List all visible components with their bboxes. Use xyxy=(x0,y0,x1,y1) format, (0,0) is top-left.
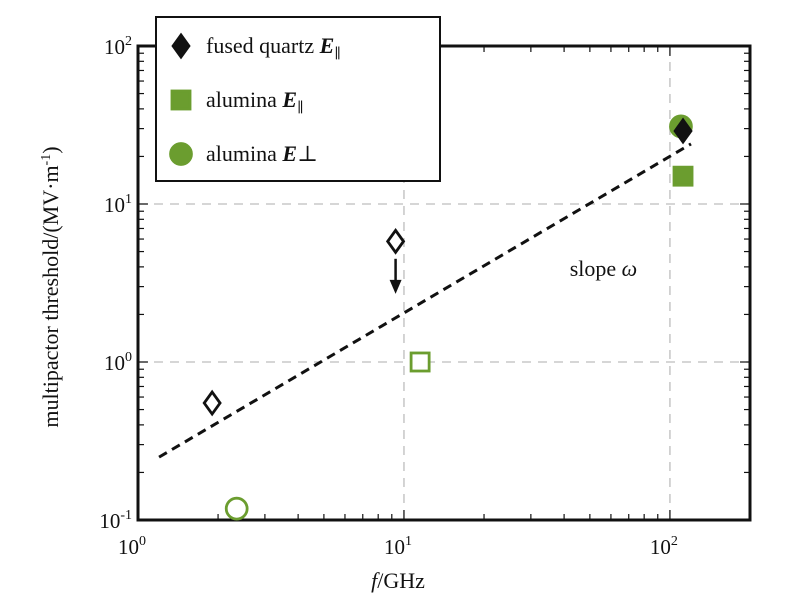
fit-line-group xyxy=(158,142,692,459)
legend-symbol-alumina-perp: E xyxy=(281,141,297,166)
arrow-group xyxy=(389,258,402,294)
legend-entry-alumina-par: alumina E∥ xyxy=(206,87,304,116)
legend-marker-diamond xyxy=(171,32,191,60)
y-tick-label-base: 10 xyxy=(104,351,125,375)
legend-symbol-alumina-par: E xyxy=(281,87,297,112)
legend-entry-quartz: fused quartz E∥ xyxy=(206,33,341,62)
legend: fused quartz E∥ alumina E∥ alumina E⊥ xyxy=(155,16,441,182)
legend-label-alumina-par: alumina xyxy=(206,87,277,112)
x-tick-label-base: 10 xyxy=(650,535,671,559)
legend-marker-circle xyxy=(169,142,193,166)
legend-sub-alumina-par: ∥ xyxy=(297,100,303,116)
legend-box xyxy=(155,16,441,182)
x-tick-label: 101 xyxy=(384,534,412,559)
y-tick-label: 102 xyxy=(104,34,132,59)
x-tick-label-exp: 1 xyxy=(405,534,412,549)
grid-lines xyxy=(138,46,750,520)
x-axis-label: f/GHz xyxy=(371,568,425,593)
y-tick-label: 101 xyxy=(104,192,132,217)
data-point-square xyxy=(672,165,694,187)
legend-marker-square xyxy=(170,89,192,111)
arrow-head xyxy=(389,279,402,294)
slope-annotation-text: slope xyxy=(570,256,622,281)
x-tick-label-base: 10 xyxy=(384,535,405,559)
legend-sub-quartz: ∥ xyxy=(334,46,340,62)
data-points xyxy=(202,114,694,521)
y-tick-label: 10-1 xyxy=(99,508,132,533)
data-point-diamond xyxy=(385,227,406,255)
x-tick-label-exp: 0 xyxy=(139,534,146,549)
x-tick-label-exp: 2 xyxy=(671,534,678,549)
x-tick-label: 102 xyxy=(650,534,678,559)
y-axis-label-tail: ) xyxy=(38,146,63,153)
y-tick-label-base: 10 xyxy=(104,193,125,217)
y-tick-label-exp: 2 xyxy=(125,34,132,49)
y-axis-label-sup: -1 xyxy=(39,154,54,166)
legend-markers xyxy=(169,32,193,166)
legend-label-quartz: fused quartz xyxy=(206,33,314,58)
plot-frame xyxy=(136,44,752,522)
legend-entry-alumina-perp: alumina E⊥ xyxy=(206,141,318,166)
slope-annotation: slope ω xyxy=(570,256,638,281)
x-tick-label: 100 xyxy=(118,534,146,559)
y-axis-label: multipactor threshold/(MV·m-1) xyxy=(38,146,63,427)
x-axis-label-italic: f xyxy=(371,568,380,593)
legend-label-alumina-perp: alumina xyxy=(206,141,277,166)
data-point-diamond xyxy=(673,117,693,145)
x-tick-label-base: 10 xyxy=(118,535,139,559)
y-tick-label-exp: 0 xyxy=(125,350,132,365)
y-tick-label-exp: 1 xyxy=(125,192,132,207)
data-point-square xyxy=(409,351,431,373)
slope-annotation-symbol: ω xyxy=(622,256,638,281)
legend-symbol-quartz: E xyxy=(319,33,335,58)
data-point-diamond xyxy=(202,389,222,417)
x-axis-label-rest: /GHz xyxy=(377,568,425,593)
y-tick-label-base: 10 xyxy=(104,35,125,59)
data-point-circle xyxy=(224,496,249,521)
y-axis-label-main: multipactor threshold/(MV·m xyxy=(38,165,63,427)
y-tick-label-exp: -1 xyxy=(120,508,132,523)
y-tick-label-base: 10 xyxy=(99,509,120,533)
y-tick-label: 100 xyxy=(104,350,132,375)
legend-sub-alumina-perp: ⊥ xyxy=(297,141,318,166)
fit-line xyxy=(158,142,692,459)
